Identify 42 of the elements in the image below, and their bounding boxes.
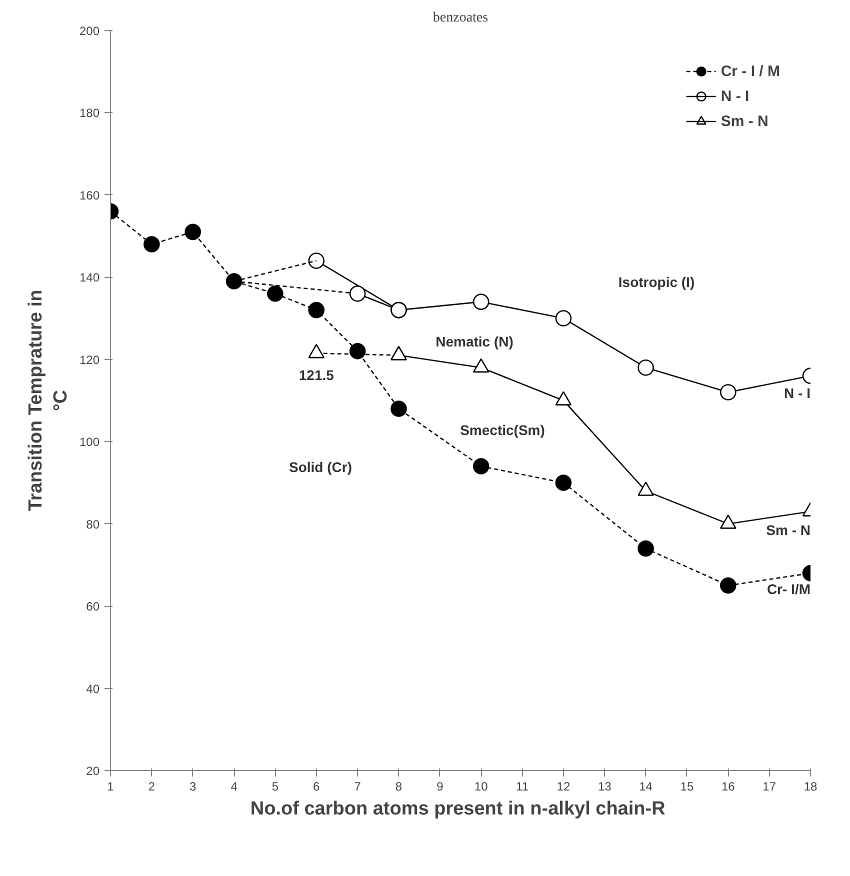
annotation: Isotropic (I) — [618, 274, 695, 290]
x-axis-title: No.of carbon atoms present in n-alkyl chain-R — [250, 798, 666, 820]
x-tick-label: 6 — [313, 780, 320, 794]
x-tick-label: 7 — [354, 780, 362, 794]
legend-label: Sm - N — [720, 112, 768, 130]
x-tick-label: 3 — [190, 780, 197, 794]
y-tick-label: 80 — [86, 517, 100, 532]
x-tick-label: 5 — [272, 780, 279, 794]
annotation: Solid (Cr) — [289, 459, 352, 476]
chart-title: benzoates — [432, 10, 488, 26]
x-tick-label: 17 — [762, 780, 776, 794]
y-tick-label: 120 — [79, 352, 100, 367]
annotation: Smectic(Sm) — [460, 422, 545, 438]
y-axis-title: Transition Temprature in °C — [25, 290, 72, 512]
x-tick-label: 1 — [107, 780, 114, 794]
annotation: N - I — [784, 385, 811, 402]
x-tick-label: 4 — [230, 780, 238, 794]
annotation: Cr- I/M — [766, 581, 811, 598]
y-tick-label: 180 — [79, 106, 100, 120]
y-tick-label: 140 — [79, 270, 100, 285]
x-tick-label: 14 — [639, 780, 653, 794]
y-tick-label: 40 — [86, 682, 100, 696]
x-tick-label: 9 — [436, 780, 444, 794]
legend-label: Cr - I / M — [720, 62, 780, 80]
annotation: Nematic (N) — [436, 333, 514, 350]
x-tick-label: 15 — [680, 780, 694, 794]
y-tick-label: 160 — [79, 188, 100, 202]
y-tick-label: 20 — [86, 764, 100, 778]
x-tick-label: 12 — [556, 780, 570, 794]
y-tick-label: 60 — [86, 600, 100, 614]
legend-label: N - I — [720, 88, 750, 104]
x-tick-label: 18 — [804, 780, 818, 794]
x-tick-label: 11 — [516, 780, 529, 794]
x-tick-label: 10 — [474, 780, 488, 794]
x-tick-label: 16 — [721, 780, 736, 794]
data-label: 121.5 — [298, 367, 334, 384]
x-tick-label: 2 — [148, 780, 156, 794]
y-tick-label: 100 — [79, 435, 100, 450]
x-tick-label: 8 — [395, 780, 402, 794]
y-tick-label: 200 — [79, 24, 100, 38]
annotation: Sm - N — [766, 522, 811, 538]
x-tick-label: 13 — [598, 780, 612, 794]
